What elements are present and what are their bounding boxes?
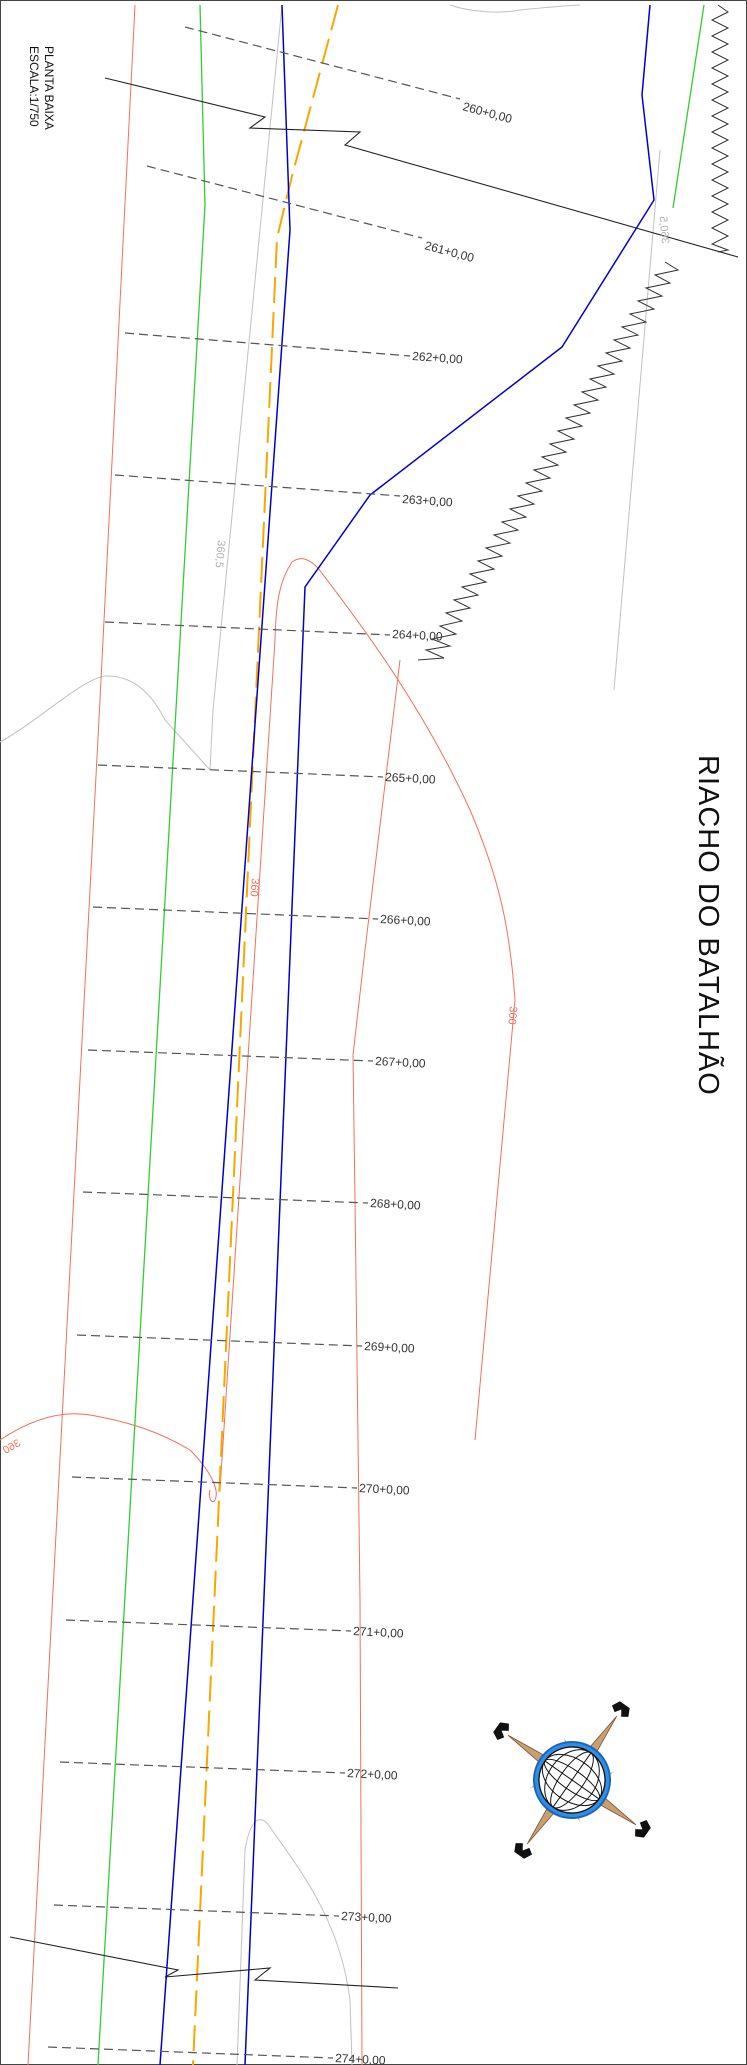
station-line [185,27,460,99]
compass-rose-icon [444,1652,700,1908]
station-line [48,2047,333,2058]
station-label: 270+0,00 [359,1481,410,1498]
road-centerline [193,5,338,2065]
station-line [98,765,383,777]
river-name: RIACHO DO BATALHÃO [688,755,728,1175]
river-label-block: RIACHO DO BATALHÃO [688,755,728,1175]
contour-label-360-left: 360 [1,1437,23,1457]
station-line [105,622,390,635]
station-label: 267+0,00 [375,1054,426,1071]
plan-title: PLANTA BAIXA [41,46,56,156]
contour-label-360-5-left: 360,5 [213,540,227,568]
offset-line [98,5,205,2065]
station-lines: 260+0,00 261+0,00 262+0,00 263+0,00 264+0,00… [48,27,514,2065]
station-line [54,1905,339,1916]
station-label: 271+0,00 [353,1624,404,1641]
contour-label-360-right: 360 [505,1006,519,1025]
station-label: 263+0,00 [402,492,454,510]
station-line [66,1620,351,1631]
station-label: 262+0,00 [412,349,464,367]
station-label: 265+0,00 [385,770,436,787]
contour-label-360-5-right: 360,5 [657,216,671,244]
station-line [125,333,410,356]
station-line [83,1192,368,1203]
station-line [93,907,378,919]
station-label: 261+0,00 [423,238,476,265]
station-label: 266+0,00 [380,912,431,929]
riverbank-zigzag-lower [418,262,678,660]
riverbank-zigzag [712,5,728,252]
offset-line-right [673,5,704,208]
station-label: 260+0,00 [461,99,514,126]
plan-scale: ESCALA:1/750 [26,46,41,156]
station-label: 274+0,00 [335,2051,386,2065]
station-line [77,1335,362,1346]
station-line [60,1762,345,1773]
station-label: 268+0,00 [370,1196,421,1213]
contour-label-360-center: 360 [247,878,261,897]
station-line [147,166,422,238]
station-label: 264+0,00 [392,627,443,644]
title-block: PLANTA BAIXA ESCALA:1/750 [22,46,56,156]
station-line [115,475,400,496]
station-label: 273+0,00 [341,1909,392,1926]
station-label: 269+0,00 [364,1339,415,1356]
station-label: 272+0,00 [347,1766,398,1783]
